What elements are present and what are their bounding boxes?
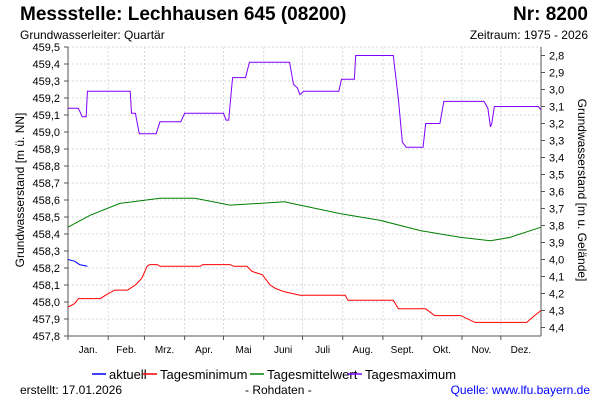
y-right-tick-label: 2,8: [549, 51, 564, 63]
y-tick-label: 458,2: [32, 263, 60, 275]
legend-label: aktuell: [109, 367, 147, 382]
y-right-tick-label: 3,9: [549, 238, 564, 250]
y-right-tick-label: 3,2: [549, 119, 564, 131]
x-tick-label: Aug.: [353, 345, 374, 356]
y-tick-label: 457,8: [32, 331, 60, 343]
series-line-tagesmittelwert: [67, 197, 542, 242]
y-right-tick-label: 4,3: [549, 306, 564, 318]
y-tick-label: 459,1: [32, 110, 60, 122]
y-tick-label: 459,0: [32, 127, 60, 139]
x-tick-label: Apr.: [195, 345, 213, 356]
y-tick-label: 458,8: [32, 161, 60, 173]
station-number: Nr: 8200: [513, 4, 588, 25]
y-right-tick-label: 3,0: [549, 85, 564, 97]
created-label: erstellt:: [20, 383, 59, 397]
y-tick-label: 458,5: [32, 212, 60, 224]
source-link[interactable]: Quelle: www.lfu.bayern.de: [450, 383, 590, 397]
y-axis-label-right: Grundwasserstand [m u. Gelände]: [575, 99, 589, 282]
y-right-tick-label: 2,9: [549, 68, 564, 80]
x-tick-label: Dez.: [511, 345, 532, 356]
period-label: Zeitraum: 1975 - 2026: [469, 28, 588, 42]
created-date: 17.01.2026: [62, 383, 123, 397]
y-tick-label: 459,4: [32, 59, 60, 71]
y-right-tick-label: 3,6: [549, 187, 564, 199]
aquifer-label: Grundwasserleiter: Quartär: [20, 28, 165, 42]
y-right-tick-label: 3,5: [549, 170, 564, 182]
x-tick-label: Juni: [274, 345, 292, 356]
y-right-tick-label: 3,7: [549, 204, 564, 216]
x-tick-label: Nov.: [471, 345, 491, 356]
station-title: Messstelle: Lechhausen 645 (08200): [20, 4, 347, 25]
y-right-tick-label: 4,0: [549, 255, 564, 267]
y-right-tick-label: 3,8: [549, 221, 564, 233]
x-tick-label: Sept.: [391, 345, 414, 356]
y-right-tick-label: 3,3: [549, 136, 564, 148]
y-right-tick-label: 4,1: [549, 272, 564, 284]
y-tick-label: 458,3: [32, 246, 60, 258]
legend-label: Tagesmittelwert: [267, 367, 358, 382]
y-tick-label: 458,9: [32, 144, 60, 156]
y-tick-label: 458,7: [32, 178, 60, 190]
y-axis-label-left: Grundwasserstand [m ü. NN]: [13, 113, 27, 268]
legend-label: Tagesmaximum: [365, 367, 456, 382]
data-note: - Rohdaten -: [245, 383, 312, 397]
y-right-tick-label: 4,4: [549, 323, 564, 335]
x-tick-label: Feb.: [116, 345, 136, 356]
y-right-tick-label: 4,2: [549, 289, 564, 301]
series-line-aktuell: [67, 259, 88, 267]
series-line-tagesminimum: [67, 264, 542, 323]
x-tick-label: Juli: [315, 345, 330, 356]
y-tick-label: 459,2: [32, 93, 60, 105]
series-line-tagesmaximum: [68, 55, 542, 148]
x-tick-label: Mai: [236, 345, 252, 356]
y-tick-label: 457,9: [32, 314, 60, 326]
legend-label: Tagesminimum: [160, 367, 247, 382]
x-tick-label: Mrz.: [155, 345, 174, 356]
y-tick-label: 458,6: [32, 195, 60, 207]
y-tick-label: 458,1: [32, 280, 60, 292]
y-right-tick-label: 3,4: [549, 153, 564, 165]
y-tick-label: 459,3: [32, 76, 60, 88]
y-tick-label: 459,5: [32, 42, 60, 54]
x-tick-label: Jan.: [79, 345, 98, 356]
y-tick-label: 458,0: [32, 297, 60, 309]
y-right-tick-label: 3,1: [549, 102, 564, 114]
y-tick-label: 458,4: [32, 229, 60, 241]
x-tick-label: Okt.: [433, 345, 451, 356]
